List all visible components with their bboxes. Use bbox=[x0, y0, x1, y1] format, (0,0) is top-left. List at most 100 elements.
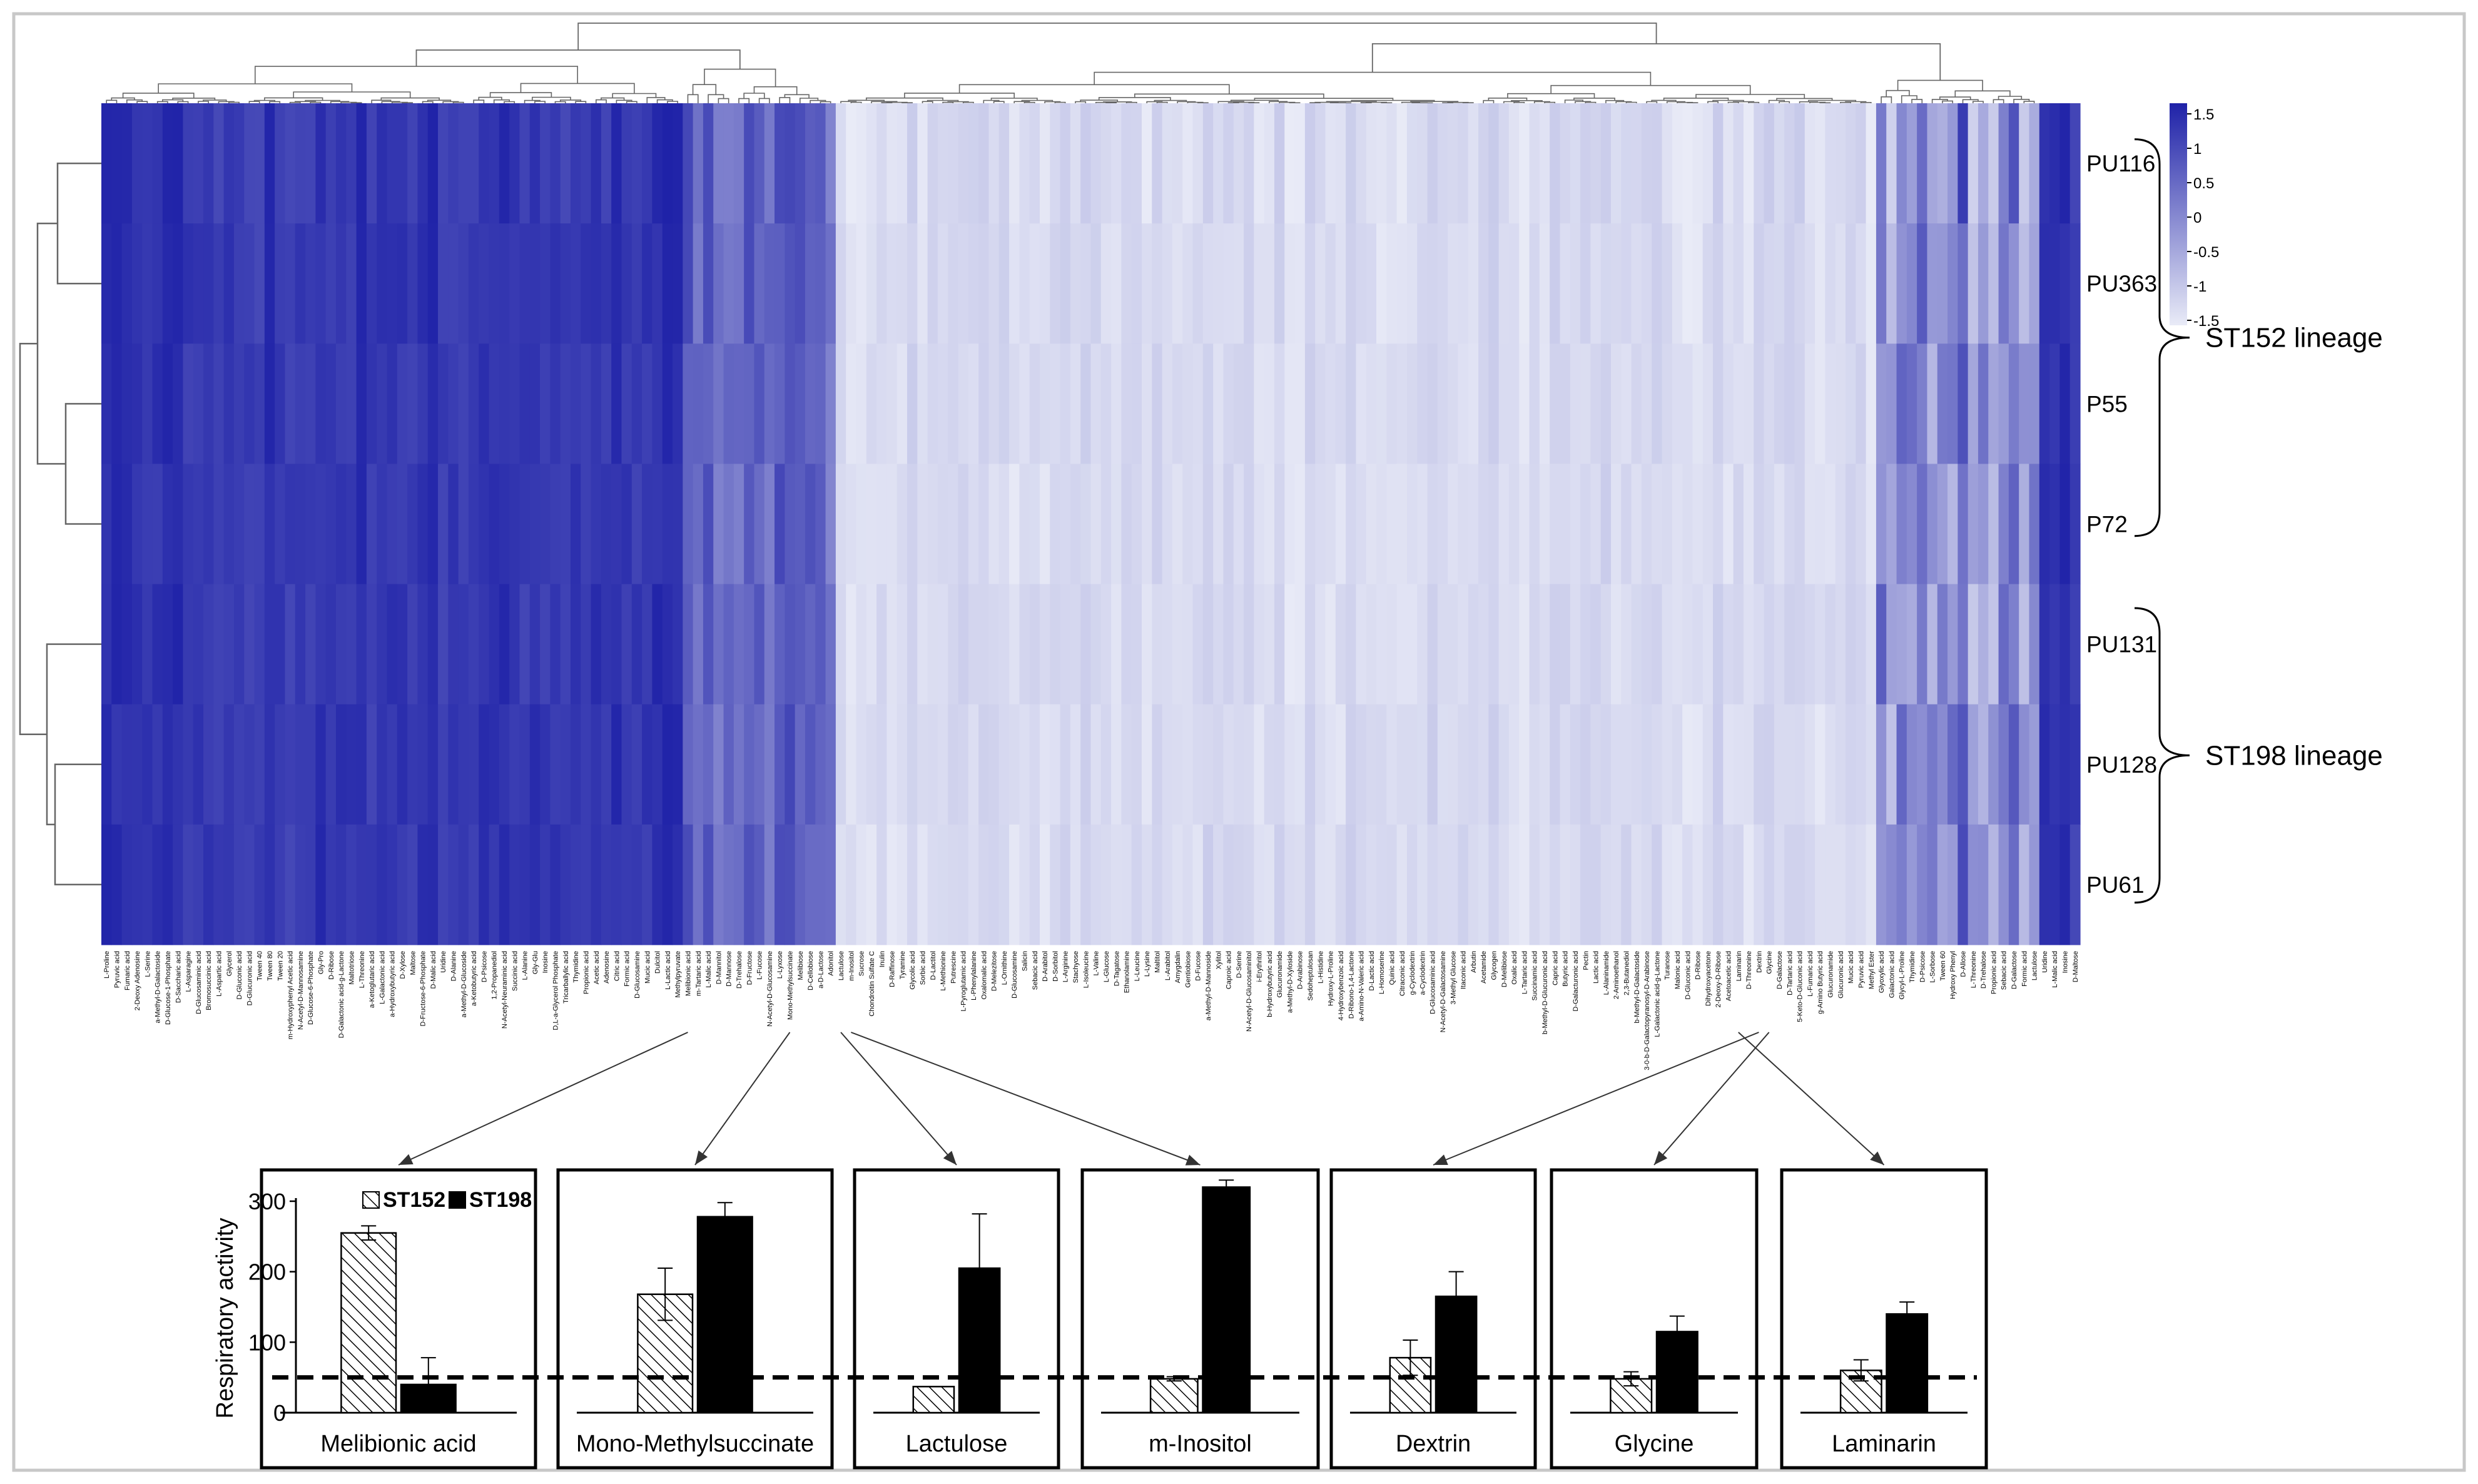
heatmap-cell bbox=[1631, 584, 1642, 705]
column-label: L-Lactic acid bbox=[664, 951, 672, 990]
heatmap-cell bbox=[1039, 103, 1050, 224]
heatmap-cell bbox=[2049, 464, 2060, 585]
heatmap-cell bbox=[1886, 343, 1897, 465]
heatmap-cell bbox=[387, 223, 398, 344]
heatmap-cell bbox=[1906, 103, 1917, 224]
column-dendrogram-link bbox=[1646, 101, 1658, 103]
heatmap-cell bbox=[591, 824, 602, 945]
heatmap-cell bbox=[1386, 223, 1398, 344]
column-label: Mono-Methylsuccinate bbox=[787, 951, 795, 1020]
column-label: D-Lactitol bbox=[930, 951, 937, 980]
heatmap-cell bbox=[152, 103, 163, 224]
heatmap-cell bbox=[499, 584, 510, 705]
heatmap-cell bbox=[1580, 704, 1591, 825]
heatmap-cell bbox=[346, 343, 357, 465]
heatmap-cell bbox=[1335, 704, 1346, 825]
heatmap-cell bbox=[1774, 343, 1785, 465]
column-label: D-Melezitose bbox=[991, 951, 998, 991]
heatmap-cell bbox=[937, 223, 948, 344]
heatmap-cell bbox=[1733, 584, 1744, 705]
heatmap-cell bbox=[1366, 824, 1377, 945]
column-dendrogram-link bbox=[993, 101, 1005, 103]
heatmap-cell bbox=[1274, 704, 1285, 825]
column-dendrogram-link bbox=[1993, 99, 2004, 103]
heatmap-cell bbox=[907, 223, 918, 344]
bar-panel: Lactulose bbox=[853, 1168, 1060, 1470]
heatmap-cell bbox=[275, 464, 286, 585]
heatmap-cell bbox=[1764, 584, 1775, 705]
heatmap-cell bbox=[560, 223, 571, 344]
column-dendrogram-link bbox=[922, 101, 933, 103]
color-key-tick-label: 1 bbox=[2193, 141, 2201, 158]
heatmap-cell bbox=[1560, 464, 1571, 585]
heatmap-cell bbox=[2059, 704, 2071, 825]
column-label: Stachyose bbox=[1072, 951, 1080, 983]
heatmap-cell bbox=[1356, 584, 1367, 705]
heatmap-cell bbox=[1172, 584, 1183, 705]
heatmap-cell bbox=[1631, 343, 1642, 465]
column-label: L-Leucine bbox=[1134, 951, 1141, 981]
heatmap-cell bbox=[1519, 103, 1530, 224]
heatmap-cell bbox=[1478, 704, 1489, 825]
heatmap-cell bbox=[642, 584, 653, 705]
heatmap-cell bbox=[1427, 103, 1438, 224]
heatmap-cell bbox=[1508, 824, 1520, 945]
heatmap-cell bbox=[1692, 464, 1704, 585]
heatmap-cell bbox=[673, 103, 683, 224]
heatmap-cell bbox=[1733, 464, 1744, 585]
heatmap-cell bbox=[101, 464, 112, 585]
heatmap-cell bbox=[1396, 223, 1408, 344]
heatmap-cell bbox=[1386, 704, 1398, 825]
heatmap-cell bbox=[1774, 704, 1785, 825]
heatmap-cell bbox=[1723, 103, 1734, 224]
heatmap-cell bbox=[1947, 824, 1958, 945]
column-label: Oxalomalic acid bbox=[980, 951, 988, 1000]
heatmap-cell bbox=[1131, 824, 1142, 945]
heatmap-cell bbox=[529, 824, 541, 945]
heatmap-cell bbox=[1244, 103, 1254, 224]
heatmap-cell bbox=[1386, 343, 1398, 465]
callout-arrowhead bbox=[695, 1150, 708, 1165]
callout-arrow bbox=[840, 1032, 957, 1166]
heatmap-cell bbox=[754, 343, 765, 465]
heatmap-cell bbox=[1947, 103, 1958, 224]
heatmap-cell bbox=[1794, 584, 1805, 705]
heatmap-cell bbox=[213, 704, 225, 825]
heatmap-cell bbox=[540, 103, 551, 224]
heatmap-cell bbox=[1906, 343, 1917, 465]
column-label: D-Psicose bbox=[1919, 951, 1926, 982]
heatmap-cell bbox=[101, 704, 112, 825]
heatmap-cell bbox=[1978, 464, 1989, 585]
heatmap-cell bbox=[183, 343, 194, 465]
heatmap-cell bbox=[1825, 223, 1836, 344]
heatmap-cell bbox=[1539, 343, 1550, 465]
heatmap-cell bbox=[529, 584, 541, 705]
column-label: a-D-Lactose bbox=[817, 951, 825, 988]
heatmap-cell bbox=[387, 824, 398, 945]
heatmap-cell bbox=[397, 704, 408, 825]
heatmap-cell bbox=[825, 584, 836, 705]
heatmap-cell bbox=[876, 464, 888, 585]
heatmap-cell bbox=[1335, 824, 1346, 945]
heatmap-cell bbox=[1784, 223, 1795, 344]
callout-arrowhead bbox=[943, 1151, 957, 1165]
column-labels: L-Proline Pyruvic acid Fumaric acid 2-Deoxy… bbox=[103, 951, 2079, 1070]
column-label: L-Phenylalanine bbox=[970, 951, 978, 1000]
heatmap-cell bbox=[1498, 103, 1510, 224]
column-dendrogram-link bbox=[667, 101, 678, 103]
column-label: N-Acetyl-D-Glucosaminitol bbox=[1246, 951, 1253, 1032]
heatmap-cell bbox=[2039, 223, 2050, 344]
heatmap-cell bbox=[948, 223, 959, 344]
bar-panel-frame bbox=[1780, 1168, 1988, 1470]
heatmap-cell bbox=[1244, 824, 1254, 945]
column-label: D-Glucosaminic acid bbox=[195, 951, 203, 1014]
heatmap-cell bbox=[1641, 584, 1652, 705]
heatmap-cell bbox=[193, 464, 204, 585]
column-dendrogram-link bbox=[850, 101, 862, 103]
heatmap-cell bbox=[1142, 704, 1152, 825]
bar-category-label: Dextrin bbox=[1396, 1431, 1471, 1457]
heatmap-cell bbox=[2049, 824, 2060, 945]
column-dendrogram-link bbox=[646, 97, 666, 103]
heatmap-cell bbox=[1080, 343, 1092, 465]
heatmap-cell bbox=[1039, 704, 1050, 825]
